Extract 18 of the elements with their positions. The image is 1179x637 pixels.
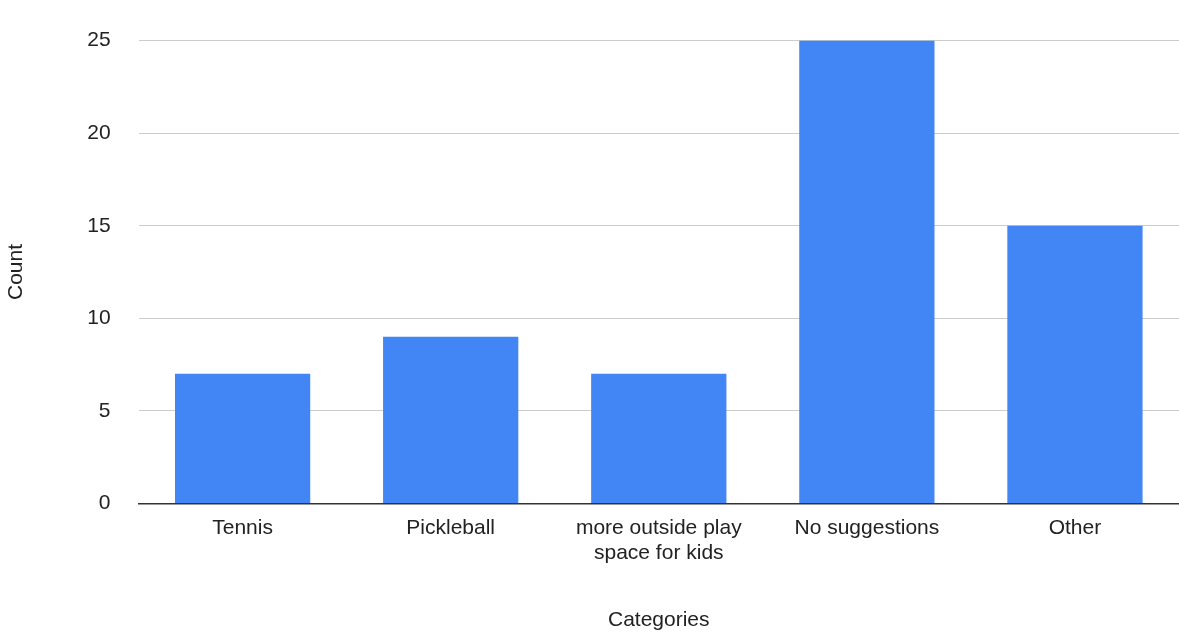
y-tick-label: 10	[87, 305, 111, 329]
y-tick-label: 15	[87, 212, 111, 236]
x-tick-label: No suggestions	[794, 514, 940, 538]
y-tick-label: 25	[87, 27, 111, 51]
bar	[591, 373, 727, 503]
y-tick-label: 0	[98, 490, 111, 514]
x-tick-label: more outside play space for kids	[575, 514, 743, 563]
x-tick-label: Other	[1048, 514, 1102, 538]
y-tick-label: 5	[98, 397, 111, 421]
y-tick-label: 20	[87, 119, 111, 143]
bar	[383, 336, 519, 503]
bar	[174, 373, 311, 503]
bar	[1007, 225, 1143, 503]
x-axis-title: Categories	[608, 607, 710, 631]
y-axis-title: Count	[3, 243, 27, 301]
x-tick-label: Pickleball	[406, 514, 496, 538]
bar	[799, 40, 935, 503]
x-tick-label: Tennis	[212, 514, 273, 538]
